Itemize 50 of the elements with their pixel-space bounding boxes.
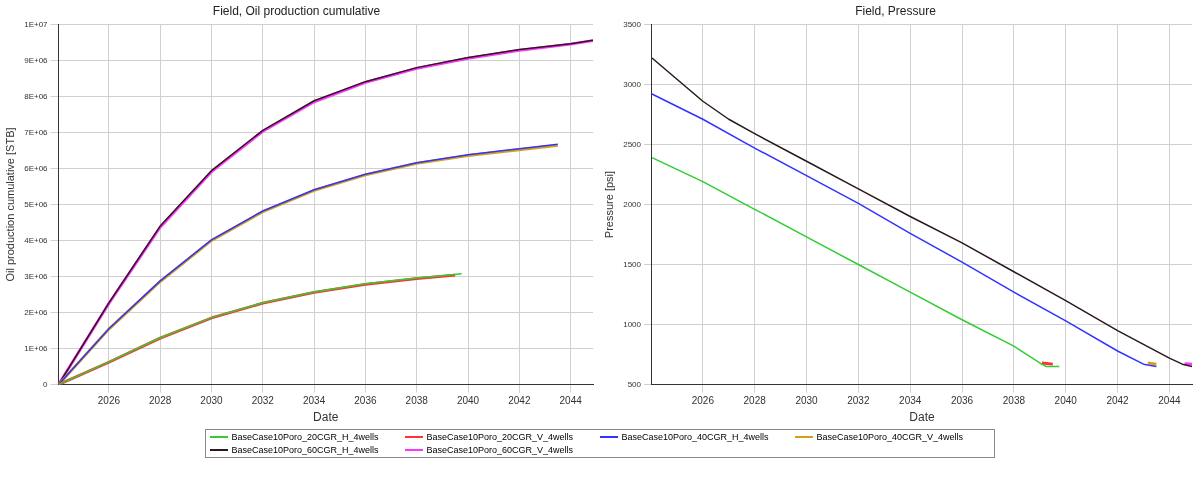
y-tick-label: 2000	[623, 199, 642, 209]
x-tick-label: 2044	[559, 395, 583, 407]
legend-label: BaseCase10Poro_60CGR_V_4wells	[426, 445, 574, 455]
y-axis-title: Oil production cumulative [STB]	[3, 127, 16, 282]
x-tick-label: 2026	[97, 395, 121, 407]
x-tick-label: 2034	[302, 395, 326, 407]
x-tick-label: 2042	[508, 395, 531, 407]
y-tick-label: 8E+06	[24, 91, 49, 101]
x-tick-label: 2026	[691, 395, 715, 407]
y-tick-label: 9E+06	[24, 55, 49, 65]
y-tick-label: 500	[627, 379, 642, 389]
x-tick-label: 2038	[405, 395, 429, 407]
y-tick-label: 6E+06	[24, 163, 49, 173]
y-tick-label: 1000	[623, 319, 642, 329]
y-tick-label: 5E+06	[24, 199, 49, 209]
x-tick-label: 2028	[149, 395, 172, 407]
x-axis-title: Date	[909, 410, 935, 425]
x-tick-label: 2040	[456, 395, 480, 407]
x-tick-label: 2036	[950, 395, 974, 407]
x-axis-title: Date	[313, 410, 339, 425]
x-tick-label: 2032	[251, 395, 275, 407]
legend-label: BaseCase10Poro_20CGR_V_4wells	[426, 432, 574, 442]
x-tick-label: 2030	[200, 395, 224, 407]
y-tick-label: 3500	[623, 19, 642, 29]
chart-title: Field, Oil production cumulative	[212, 3, 381, 18]
legend-label: BaseCase10Poro_40CGR_H_4wells	[621, 432, 769, 442]
legend-label: BaseCase10Poro_20CGR_H_4wells	[231, 432, 379, 442]
y-tick-label: 4E+06	[24, 235, 49, 245]
x-tick-label: 2042	[1106, 395, 1130, 407]
y-tick-label: 0	[43, 379, 49, 389]
x-tick-label: 2040	[1054, 395, 1078, 407]
y-tick-label: 3E+06	[24, 271, 49, 281]
x-tick-label: 2036	[354, 395, 377, 407]
x-tick-label: 2038	[1002, 395, 1026, 407]
y-tick-label: 2500	[623, 139, 642, 149]
x-tick-label: 2032	[847, 395, 870, 407]
y-axis-title: Pressure [psi]	[602, 170, 615, 239]
legend-label: BaseCase10Poro_60CGR_H_4wells	[231, 445, 379, 455]
y-tick-label: 1500	[623, 259, 642, 269]
x-tick-label: 2030	[795, 395, 819, 407]
x-tick-label: 2028	[743, 395, 767, 407]
y-tick-label: 3000	[623, 79, 642, 89]
y-tick-label: 2E+06	[24, 307, 49, 317]
legend-label: BaseCase10Poro_40CGR_V_4wells	[816, 432, 964, 442]
chart-title: Field, Pressure	[855, 3, 937, 18]
y-tick-label: 7E+06	[24, 127, 49, 137]
x-tick-label: 2044	[1158, 395, 1181, 407]
y-tick-label: 1E+06	[24, 343, 49, 353]
x-tick-label: 2034	[899, 395, 922, 407]
y-tick-label: 1E+07	[24, 19, 49, 29]
